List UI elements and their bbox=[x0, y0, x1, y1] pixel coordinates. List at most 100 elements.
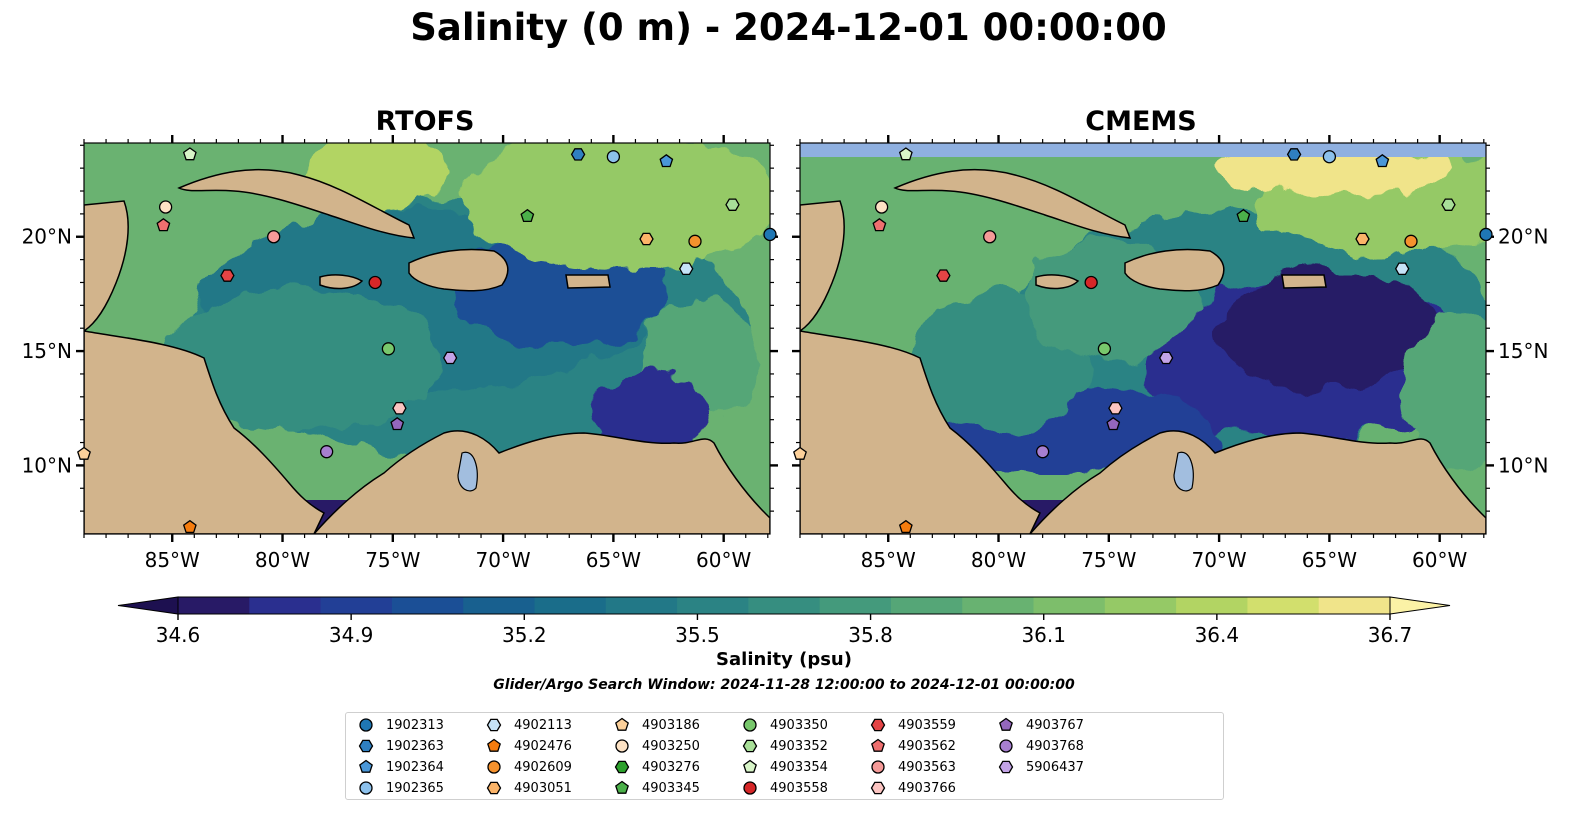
legend-label: 4903345 bbox=[642, 780, 700, 796]
float-marker-4903051 bbox=[1355, 232, 1370, 246]
legend-label: 1902363 bbox=[386, 738, 444, 754]
hexagon-marker-icon bbox=[486, 718, 502, 732]
float-marker-4903563 bbox=[267, 230, 281, 244]
legend-label: 4903352 bbox=[770, 738, 828, 754]
colorbar-tick-label: 35.5 bbox=[675, 623, 720, 647]
hexagon-marker-icon bbox=[870, 718, 886, 732]
float-marker-4903563 bbox=[983, 230, 997, 244]
float-marker-1902363 bbox=[570, 148, 586, 161]
legend-swatch bbox=[998, 760, 1014, 774]
float-marker-1902364 bbox=[659, 153, 674, 168]
pentagon-marker-icon bbox=[359, 759, 373, 773]
float-marker-4902476 bbox=[182, 519, 197, 534]
float-marker-4903559 bbox=[220, 269, 235, 282]
float-marker-4902609 bbox=[688, 234, 702, 248]
legend-swatch bbox=[870, 781, 886, 795]
legend-label: 4903250 bbox=[642, 738, 700, 754]
lon-tick-label: 75°W bbox=[1081, 548, 1136, 572]
float-marker-4903186 bbox=[77, 446, 91, 460]
colorbar-tick-label: 36.7 bbox=[1368, 623, 1413, 647]
legend-item-1902364: 1902364 bbox=[358, 757, 444, 777]
hexagon-marker-icon bbox=[870, 781, 886, 795]
float-marker-4903766 bbox=[392, 401, 407, 415]
legend-item-1902365: 1902365 bbox=[358, 778, 444, 798]
lon-tick-label: 75°W bbox=[365, 548, 420, 572]
circle-marker-icon bbox=[487, 760, 501, 774]
float-marker-4903562 bbox=[156, 217, 171, 232]
legend-label: 4903186 bbox=[642, 717, 700, 733]
colorbar-segment bbox=[178, 597, 250, 614]
float-marker-4903768 bbox=[1035, 445, 1050, 459]
legend-swatch bbox=[615, 717, 629, 731]
float-marker-4903250 bbox=[874, 200, 889, 214]
legend-swatch bbox=[487, 738, 501, 752]
colorbar-segment bbox=[1247, 597, 1320, 614]
float-marker-4903186 bbox=[793, 446, 807, 460]
lon-tick-label: 85°W bbox=[145, 548, 200, 572]
legend-item-4903768: 4903768 bbox=[998, 736, 1084, 756]
pentagon-marker-icon bbox=[871, 738, 885, 752]
legend-label: 4903350 bbox=[770, 717, 828, 733]
float-marker-4903352 bbox=[725, 198, 740, 211]
colorbar-segment bbox=[748, 597, 821, 614]
float-marker-4903051 bbox=[639, 232, 654, 246]
legend-item-4903562: 4903562 bbox=[870, 736, 956, 756]
legend-swatch bbox=[486, 718, 502, 732]
legend-item-1902363: 1902363 bbox=[358, 736, 444, 756]
search-window-text: Glider/Argo Search Window: 2024-11-28 12… bbox=[493, 677, 1075, 693]
legend-swatch bbox=[615, 739, 629, 753]
lat-tick-label-right: 15°N bbox=[1498, 339, 1548, 363]
legend-swatch bbox=[743, 781, 757, 795]
hexagon-marker-icon bbox=[614, 760, 630, 774]
lat-tick-label-right: 20°N bbox=[1498, 225, 1548, 249]
lon-tick-label: 80°W bbox=[971, 548, 1026, 572]
legend-item-1902313: 1902313 bbox=[358, 715, 444, 735]
float-marker-4903558 bbox=[368, 275, 382, 290]
colorbar-extend-high bbox=[1389, 596, 1451, 615]
float-marker-4902113 bbox=[1394, 262, 1410, 276]
colorbar-tick-label: 34.9 bbox=[329, 623, 374, 647]
float-marker-4902113 bbox=[678, 262, 694, 276]
legend-label: 4903562 bbox=[898, 738, 956, 754]
legend-swatch bbox=[359, 781, 373, 795]
colorbar-segment bbox=[1176, 597, 1249, 614]
circle-marker-icon bbox=[615, 739, 629, 753]
colorbar-segment bbox=[890, 597, 963, 614]
legend-label: 4903354 bbox=[770, 759, 828, 775]
float-markers bbox=[77, 147, 1493, 534]
lon-tick-label: 85°W bbox=[861, 548, 916, 572]
lon-tick-label: 70°W bbox=[475, 548, 530, 572]
circle-marker-icon bbox=[871, 760, 885, 774]
circle-marker-icon bbox=[359, 718, 373, 732]
float-marker-4903352 bbox=[1441, 198, 1456, 211]
legend-label: 4902113 bbox=[514, 717, 572, 733]
rtofs-map bbox=[84, 143, 770, 534]
legend-item-4903767: 4903767 bbox=[998, 715, 1084, 735]
colorbar-segment bbox=[1318, 597, 1391, 614]
legend-item-4902113: 4902113 bbox=[486, 715, 572, 735]
lon-tick-label: 65°W bbox=[586, 548, 641, 572]
legend-swatch bbox=[743, 759, 757, 773]
float-marker-4903768 bbox=[319, 445, 334, 459]
colorbar-segment bbox=[249, 597, 322, 614]
colorbar-segment bbox=[534, 597, 607, 614]
colorbar-segment bbox=[320, 597, 393, 614]
legend-item-4902476: 4902476 bbox=[486, 736, 572, 756]
legend-swatch bbox=[487, 760, 501, 774]
legend-label: 4902609 bbox=[514, 759, 572, 775]
legend-swatch bbox=[999, 739, 1013, 753]
legend-label: 4903558 bbox=[770, 780, 828, 796]
float-marker-4902476 bbox=[898, 519, 913, 534]
float-marker-1902363 bbox=[1286, 148, 1302, 161]
legend-swatch bbox=[870, 718, 886, 732]
float-marker-4903250 bbox=[158, 200, 173, 214]
float-marker-4903558 bbox=[1084, 275, 1098, 290]
hexagon-marker-icon bbox=[358, 739, 374, 753]
colorbar-tick-label: 35.2 bbox=[502, 623, 547, 647]
pentagon-marker-icon bbox=[743, 759, 757, 773]
lon-tick-label: 60°W bbox=[696, 548, 751, 572]
lat-tick-label-left: 10°N bbox=[22, 453, 72, 477]
pentagon-marker-icon bbox=[615, 717, 629, 731]
legend-label: 4903051 bbox=[514, 780, 572, 796]
legend-item-4903354: 4903354 bbox=[742, 757, 828, 777]
